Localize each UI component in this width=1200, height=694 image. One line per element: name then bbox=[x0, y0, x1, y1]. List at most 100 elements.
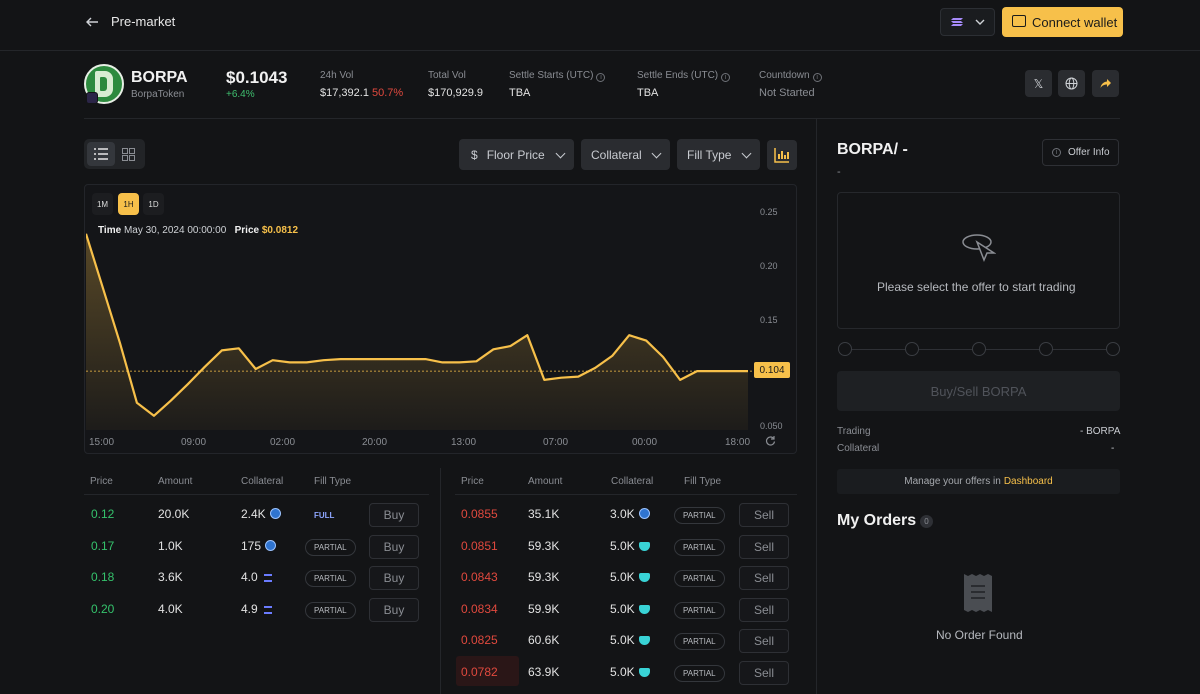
sell-header-collateral: Collateral bbox=[611, 476, 654, 487]
buy-fill-type-badge: PARTIAL bbox=[305, 538, 356, 556]
gem-icon bbox=[638, 541, 650, 551]
stat-label-settle-starts: Settle Starts (UTC) i bbox=[509, 70, 606, 82]
floor-price-dropdown[interactable]: $ Floor Price bbox=[459, 139, 574, 170]
buy-fill-type-badge: PARTIAL bbox=[305, 570, 356, 587]
sell-action-button[interactable]: Sell bbox=[739, 566, 789, 590]
buy-action-button[interactable]: Buy bbox=[369, 503, 419, 527]
pointer-click-icon bbox=[962, 234, 996, 262]
step-dot bbox=[972, 342, 986, 356]
sell-collateral: 5.0K bbox=[610, 602, 650, 616]
chart-tooltip: Time May 30, 2024 00:00:00 Price $0.0812 bbox=[98, 225, 298, 236]
website-button[interactable] bbox=[1058, 70, 1085, 97]
price-change: +6.4% bbox=[226, 89, 255, 100]
stat-label-settle-ends: Settle Ends (UTC) i bbox=[637, 70, 731, 82]
sol-icon bbox=[263, 605, 272, 614]
sell-amount: 59.9K bbox=[528, 601, 560, 616]
tables-divider bbox=[440, 468, 441, 694]
sell-price: 0.0851 bbox=[461, 538, 498, 553]
buy-table-divider bbox=[84, 494, 429, 495]
connect-wallet-label: Connect wallet bbox=[1032, 14, 1118, 30]
info-icon[interactable]: i bbox=[721, 73, 731, 82]
sell-action-button[interactable]: Sell bbox=[739, 597, 789, 622]
sell-price: 0.0834 bbox=[461, 601, 498, 616]
step-dot bbox=[1039, 342, 1053, 356]
gem-icon bbox=[638, 667, 650, 677]
chevron-down-icon bbox=[555, 148, 566, 159]
token-name: BorpaToken bbox=[131, 89, 185, 100]
dashboard-link[interactable]: Dashboard bbox=[1003, 476, 1053, 487]
collateral-amount: 175 bbox=[241, 538, 262, 553]
sol-icon bbox=[263, 574, 272, 582]
buy-amount: 4.0K bbox=[158, 601, 183, 616]
offer-selection-box bbox=[837, 192, 1120, 329]
buy-sell-button[interactable]: Buy/Sell BORPA bbox=[837, 371, 1120, 411]
price-area bbox=[86, 233, 748, 430]
gem-icon bbox=[638, 604, 650, 614]
sell-amount: 60.6K bbox=[528, 633, 560, 647]
sell-price: 0.0855 bbox=[461, 507, 498, 521]
fill-type-dropdown[interactable]: Fill Type bbox=[677, 139, 760, 170]
buy-price: 0.18 bbox=[91, 570, 115, 584]
sell-action-button[interactable]: Sell bbox=[739, 534, 789, 559]
sell-fill-type-badge: PARTIAL bbox=[674, 538, 725, 556]
right-panel-divider bbox=[816, 118, 817, 694]
grid-view-button[interactable] bbox=[116, 142, 142, 166]
connect-wallet-button[interactable]: Connect wallet bbox=[1002, 7, 1123, 37]
buy-price: 0.20 bbox=[91, 601, 115, 616]
back-arrow-icon[interactable] bbox=[84, 14, 100, 30]
sell-price: 0.0843 bbox=[461, 570, 498, 584]
step-dot bbox=[838, 342, 852, 356]
x-tick: 18:00 bbox=[725, 437, 751, 448]
sell-action-button[interactable]: Sell bbox=[739, 660, 789, 685]
share-button[interactable] bbox=[1092, 70, 1119, 97]
sell-amount: 59.3K bbox=[528, 570, 560, 584]
usdc-icon bbox=[265, 539, 277, 551]
buy-fill-type-badge: FULL bbox=[314, 511, 335, 520]
sell-amount: 59.3K bbox=[528, 538, 560, 553]
stat-value-settle-starts: TBA bbox=[509, 87, 531, 99]
sell-fill-type-badge: PARTIAL bbox=[674, 507, 725, 524]
no-orders-text: No Order Found bbox=[936, 628, 1023, 642]
trading-value: - BORPA bbox=[1080, 426, 1121, 437]
sell-header-price: Price bbox=[461, 476, 484, 487]
pair-title: BORPA/ - bbox=[837, 141, 908, 158]
buy-action-button[interactable]: Buy bbox=[369, 597, 419, 622]
step-dot bbox=[905, 342, 919, 356]
solana-icon bbox=[951, 18, 963, 26]
timeframe-1h[interactable]: 1H bbox=[118, 193, 139, 215]
sell-action-button[interactable]: Sell bbox=[739, 503, 789, 527]
tooltip-price-label: Price bbox=[234, 225, 260, 236]
buy-action-button[interactable]: Buy bbox=[369, 566, 419, 590]
buy-header-amount: Amount bbox=[158, 476, 193, 487]
x-icon: 𝕏 bbox=[1033, 76, 1044, 91]
buy-price: 0.12 bbox=[91, 507, 115, 521]
x-tick: 20:00 bbox=[362, 437, 388, 448]
stat-label-24h-vol: 24h Vol bbox=[320, 70, 354, 81]
depth-bar bbox=[456, 656, 519, 686]
chart-type-button[interactable] bbox=[767, 140, 797, 170]
chain-selector[interactable] bbox=[940, 8, 995, 36]
collateral-amount: 5.0K bbox=[610, 664, 635, 679]
timeframe-1d[interactable]: 1D bbox=[143, 193, 164, 215]
sell-collateral: 5.0K bbox=[610, 570, 650, 584]
buy-action-button[interactable]: Buy bbox=[369, 534, 419, 559]
info-icon[interactable]: i bbox=[812, 73, 822, 82]
sell-amount: 63.9K bbox=[528, 664, 560, 679]
gem-icon bbox=[638, 636, 650, 645]
info-icon[interactable]: i bbox=[596, 73, 606, 82]
sell-price: 0.0825 bbox=[461, 633, 498, 647]
collateral-dropdown[interactable]: Collateral bbox=[581, 139, 670, 170]
list-view-button[interactable] bbox=[87, 142, 115, 166]
offer-info-button[interactable]: i Offer Info bbox=[1042, 139, 1119, 166]
buy-amount: 1.0K bbox=[158, 538, 183, 553]
gem-icon bbox=[638, 573, 650, 582]
timeframe-1m[interactable]: 1M bbox=[92, 193, 113, 215]
sell-collateral: 5.0K bbox=[610, 665, 650, 679]
price-line bbox=[86, 233, 748, 417]
sell-action-button[interactable]: Sell bbox=[739, 629, 789, 653]
buy-collateral: 2.4K bbox=[241, 507, 281, 521]
share-icon bbox=[1100, 78, 1111, 88]
price-chart[interactable] bbox=[86, 190, 754, 435]
refresh-icon[interactable] bbox=[765, 435, 776, 446]
x-social-button[interactable]: 𝕏 bbox=[1025, 70, 1052, 97]
